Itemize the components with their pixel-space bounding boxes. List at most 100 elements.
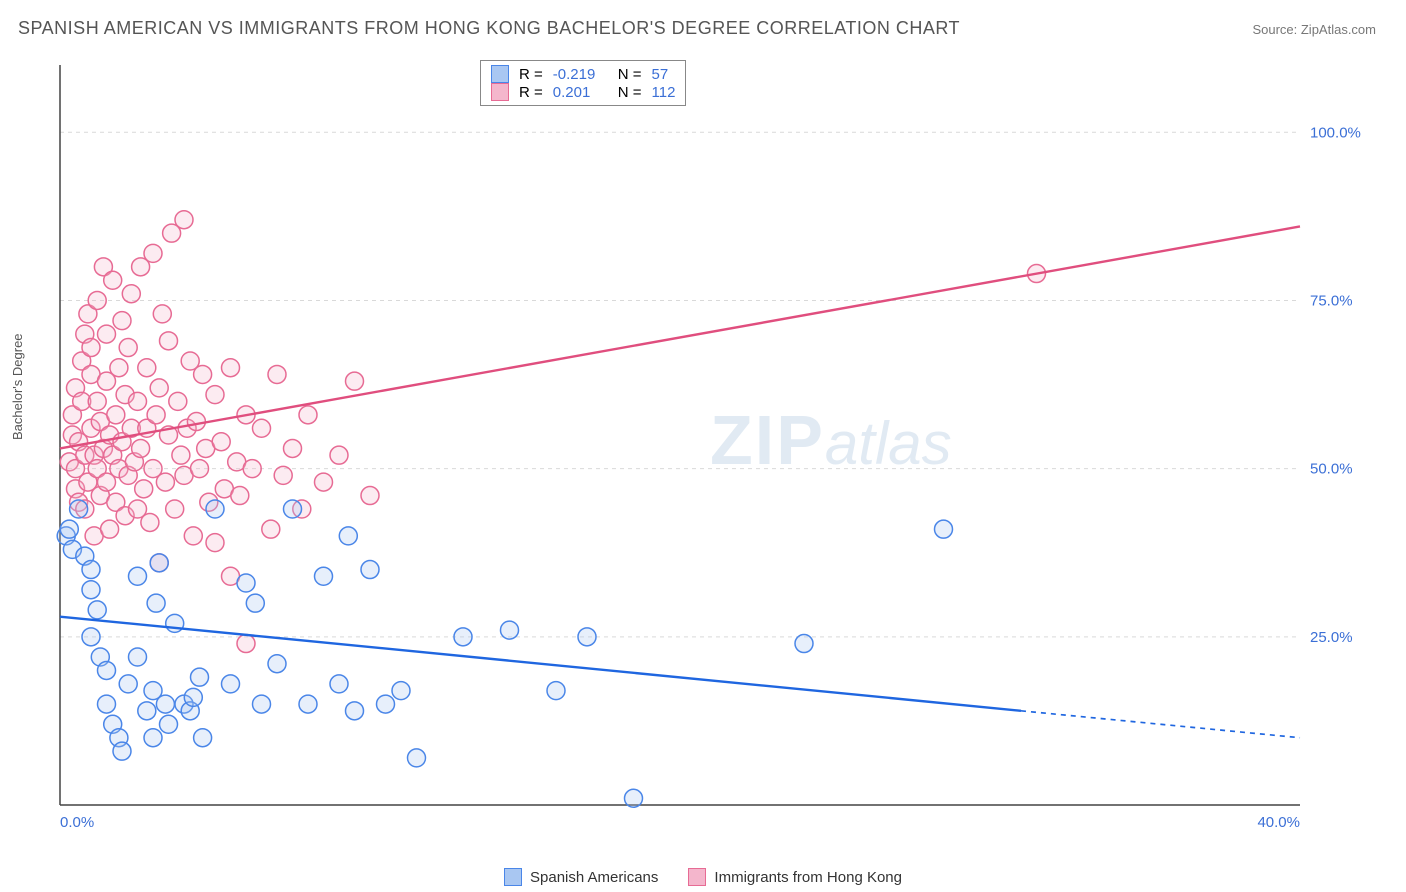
spanish-point xyxy=(222,675,240,693)
hongkong-point xyxy=(129,392,147,410)
hongkong-point xyxy=(110,359,128,377)
hongkong-point xyxy=(315,473,333,491)
legend-swatch xyxy=(504,868,522,886)
hongkong-point xyxy=(141,513,159,531)
spanish-point xyxy=(408,749,426,767)
spanish-point xyxy=(795,635,813,653)
stat-R-label: R = xyxy=(519,84,543,101)
spanish-point xyxy=(268,655,286,673)
spanish-point xyxy=(253,695,271,713)
spanish-point xyxy=(191,668,209,686)
hongkong-point xyxy=(88,392,106,410)
hongkong-point xyxy=(113,312,131,330)
spanish-point xyxy=(129,648,147,666)
spanish-point xyxy=(392,682,410,700)
spanish-point xyxy=(98,695,116,713)
hongkong-point xyxy=(184,527,202,545)
hongkong-point xyxy=(119,339,137,357)
spanish-point xyxy=(330,675,348,693)
spanish-point xyxy=(935,520,953,538)
spanish-point xyxy=(578,628,596,646)
y-tick-label: 100.0% xyxy=(1310,124,1361,141)
hongkong-point xyxy=(330,446,348,464)
spanish-point xyxy=(454,628,472,646)
spanish-trendline xyxy=(60,617,1021,711)
hongkong-point xyxy=(132,439,150,457)
hongkong-point xyxy=(212,433,230,451)
stat-R-value: 0.201 xyxy=(553,84,608,101)
hongkong-point xyxy=(361,487,379,505)
hongkong-point xyxy=(147,406,165,424)
spanish-point xyxy=(501,621,519,639)
spanish-point xyxy=(119,675,137,693)
spanish-point xyxy=(82,581,100,599)
hongkong-point xyxy=(191,460,209,478)
hongkong-point xyxy=(243,460,261,478)
hongkong-point xyxy=(274,466,292,484)
hongkong-point xyxy=(156,473,174,491)
source-prefix: Source: xyxy=(1252,22,1300,37)
hongkong-point xyxy=(101,520,119,538)
spanish-point xyxy=(82,561,100,579)
y-tick-label: 75.0% xyxy=(1310,292,1353,309)
hongkong-point xyxy=(206,534,224,552)
spanish-point xyxy=(299,695,317,713)
spanish-point xyxy=(129,567,147,585)
hongkong-point xyxy=(138,359,156,377)
y-tick-label: 25.0% xyxy=(1310,629,1353,646)
spanish-point xyxy=(339,527,357,545)
hongkong-point xyxy=(135,480,153,498)
hongkong-point xyxy=(268,365,286,383)
spanish-point xyxy=(377,695,395,713)
stat-swatch xyxy=(491,65,509,83)
spanish-point xyxy=(150,554,168,572)
stat-R-label: R = xyxy=(519,66,543,83)
spanish-point xyxy=(160,715,178,733)
legend-label: Immigrants from Hong Kong xyxy=(714,869,902,886)
hongkong-point xyxy=(88,291,106,309)
spanish-point xyxy=(138,702,156,720)
hongkong-point xyxy=(237,635,255,653)
series-legend: Spanish Americans Immigrants from Hong Ko… xyxy=(0,868,1406,886)
hongkong-point xyxy=(107,406,125,424)
spanish-point xyxy=(246,594,264,612)
legend-item-spanish: Spanish Americans xyxy=(504,868,658,886)
spanish-point xyxy=(113,742,131,760)
hongkong-point xyxy=(104,271,122,289)
hongkong-point xyxy=(82,339,100,357)
source-name: ZipAtlas.com xyxy=(1301,22,1376,37)
stat-N-value: 112 xyxy=(652,84,676,101)
hongkong-point xyxy=(194,365,212,383)
spanish-point xyxy=(144,729,162,747)
hongkong-point xyxy=(253,419,271,437)
spanish-point xyxy=(206,500,224,518)
hongkong-point xyxy=(150,379,168,397)
spanish-point xyxy=(60,520,78,538)
stat-swatch xyxy=(491,83,509,101)
hongkong-point xyxy=(175,211,193,229)
spanish-point xyxy=(82,628,100,646)
spanish-point xyxy=(156,695,174,713)
spanish-point xyxy=(547,682,565,700)
spanish-point xyxy=(346,702,364,720)
stat-R-value: -0.219 xyxy=(553,66,608,83)
spanish-point xyxy=(315,567,333,585)
hongkong-point xyxy=(144,244,162,262)
hongkong-point xyxy=(98,325,116,343)
source-attribution: Source: ZipAtlas.com xyxy=(1252,22,1376,37)
hongkong-point xyxy=(346,372,364,390)
spanish-point xyxy=(625,789,643,807)
stat-row-spanish: R = -0.219N = 57 xyxy=(491,65,675,83)
hongkong-point xyxy=(206,386,224,404)
hongkong-point xyxy=(122,285,140,303)
hongkong-point xyxy=(262,520,280,538)
spanish-trendline-extrap xyxy=(1021,711,1300,738)
hongkong-trendline xyxy=(60,226,1300,448)
scatter-plot: 25.0%50.0%75.0%100.0%0.0%40.0% xyxy=(50,55,1370,845)
spanish-point xyxy=(361,561,379,579)
chart-title: SPANISH AMERICAN VS IMMIGRANTS FROM HONG… xyxy=(18,18,960,39)
hongkong-point xyxy=(231,487,249,505)
hongkong-point xyxy=(299,406,317,424)
hongkong-point xyxy=(187,413,205,431)
hongkong-point xyxy=(166,500,184,518)
